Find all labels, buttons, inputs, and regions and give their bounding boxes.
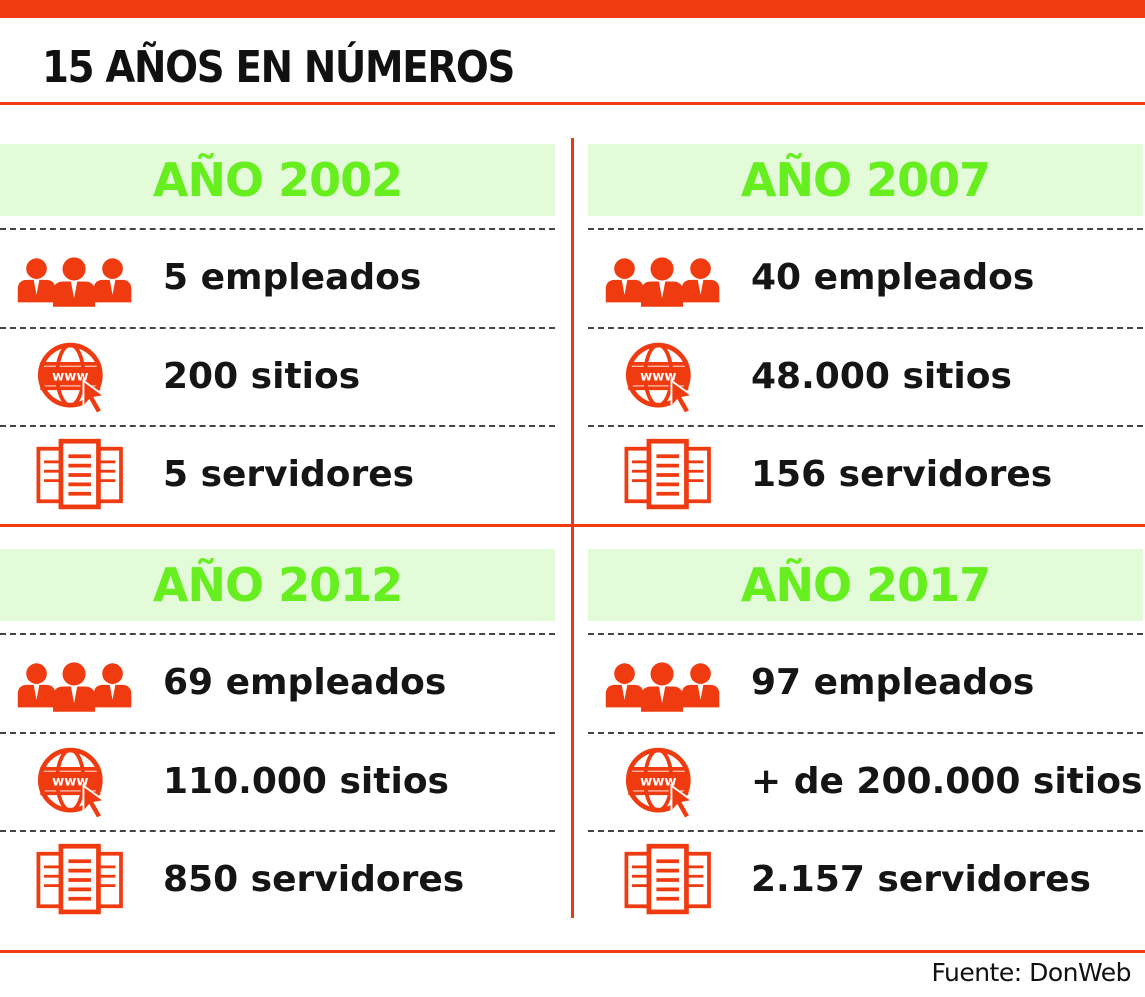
year-label: AÑO 2002 xyxy=(152,153,403,207)
year-panel-2002: AÑO 2002 5 empleados 200 sitios 5 servid… xyxy=(0,144,555,529)
stat-row-employees: 97 empleados xyxy=(588,635,1143,731)
row-divider xyxy=(0,633,555,635)
servers-icon xyxy=(14,435,136,515)
people-icon xyxy=(14,643,136,723)
row-divider xyxy=(588,732,1143,734)
vertical-divider xyxy=(571,138,574,918)
stat-row-servers: 850 servidores xyxy=(0,832,555,928)
year-panel-2012: AÑO 2012 69 empleados 110.000 sitios 850… xyxy=(0,549,555,934)
page-title: 15 AÑOS EN NÚMEROS xyxy=(42,42,515,93)
year-label: AÑO 2017 xyxy=(740,558,991,612)
servers-icon xyxy=(14,840,136,920)
row-divider xyxy=(0,425,555,427)
stat-row-employees: 40 empleados xyxy=(588,230,1143,326)
stat-label: 5 servidores xyxy=(163,454,415,495)
row-divider xyxy=(588,830,1143,832)
row-divider xyxy=(588,633,1143,635)
servers-icon xyxy=(602,840,724,920)
stat-label: 48.000 sitios xyxy=(751,356,1012,397)
row-divider xyxy=(0,327,555,329)
servers-icon xyxy=(602,435,724,515)
stat-row-servers: 156 servidores xyxy=(588,427,1143,523)
year-label: AÑO 2012 xyxy=(152,558,403,612)
year-header: AÑO 2012 xyxy=(0,549,555,621)
source-credit: Fuente: DonWeb xyxy=(931,958,1131,987)
people-icon xyxy=(602,643,724,723)
www-globe-icon xyxy=(602,742,724,822)
top-accent-bar xyxy=(0,0,1145,18)
stat-label: 110.000 sitios xyxy=(163,761,449,802)
title-divider xyxy=(0,102,1145,105)
row-divider xyxy=(588,228,1143,230)
stat-label: 97 empleados xyxy=(751,662,1035,703)
stat-row-employees: 5 empleados xyxy=(0,230,555,326)
year-panel-2007: AÑO 2007 40 empleados 48.000 sitios 156 … xyxy=(588,144,1143,529)
stat-row-sites: + de 200.000 sitios xyxy=(588,734,1143,830)
row-divider xyxy=(588,327,1143,329)
people-icon xyxy=(14,238,136,318)
stat-row-sites: 200 sitios xyxy=(0,329,555,425)
year-panel-2017: AÑO 2017 97 empleados + de 200.000 sitio… xyxy=(588,549,1143,934)
people-icon xyxy=(602,238,724,318)
www-globe-icon xyxy=(602,337,724,417)
stat-label: 200 sitios xyxy=(163,356,361,397)
stat-label: 5 empleados xyxy=(163,257,422,298)
stat-row-servers: 2.157 servidores xyxy=(588,832,1143,928)
stat-label: 156 servidores xyxy=(751,454,1053,495)
year-header: AÑO 2007 xyxy=(588,144,1143,216)
row-divider xyxy=(0,830,555,832)
row-divider xyxy=(0,228,555,230)
bottom-divider xyxy=(0,950,1145,953)
stat-row-servers: 5 servidores xyxy=(0,427,555,523)
www-globe-icon xyxy=(14,742,136,822)
www-globe-icon xyxy=(14,337,136,417)
stat-label: 40 empleados xyxy=(751,257,1035,298)
stat-label: + de 200.000 sitios xyxy=(751,761,1143,802)
row-divider xyxy=(588,425,1143,427)
middle-divider xyxy=(0,524,1145,527)
row-divider xyxy=(0,732,555,734)
stat-label: 69 empleados xyxy=(163,662,447,703)
year-header: AÑO 2002 xyxy=(0,144,555,216)
stat-label: 2.157 servidores xyxy=(751,859,1091,900)
stat-row-sites: 48.000 sitios xyxy=(588,329,1143,425)
stat-label: 850 servidores xyxy=(163,859,465,900)
year-label: AÑO 2007 xyxy=(740,153,991,207)
year-header: AÑO 2017 xyxy=(588,549,1143,621)
stat-row-employees: 69 empleados xyxy=(0,635,555,731)
stat-row-sites: 110.000 sitios xyxy=(0,734,555,830)
